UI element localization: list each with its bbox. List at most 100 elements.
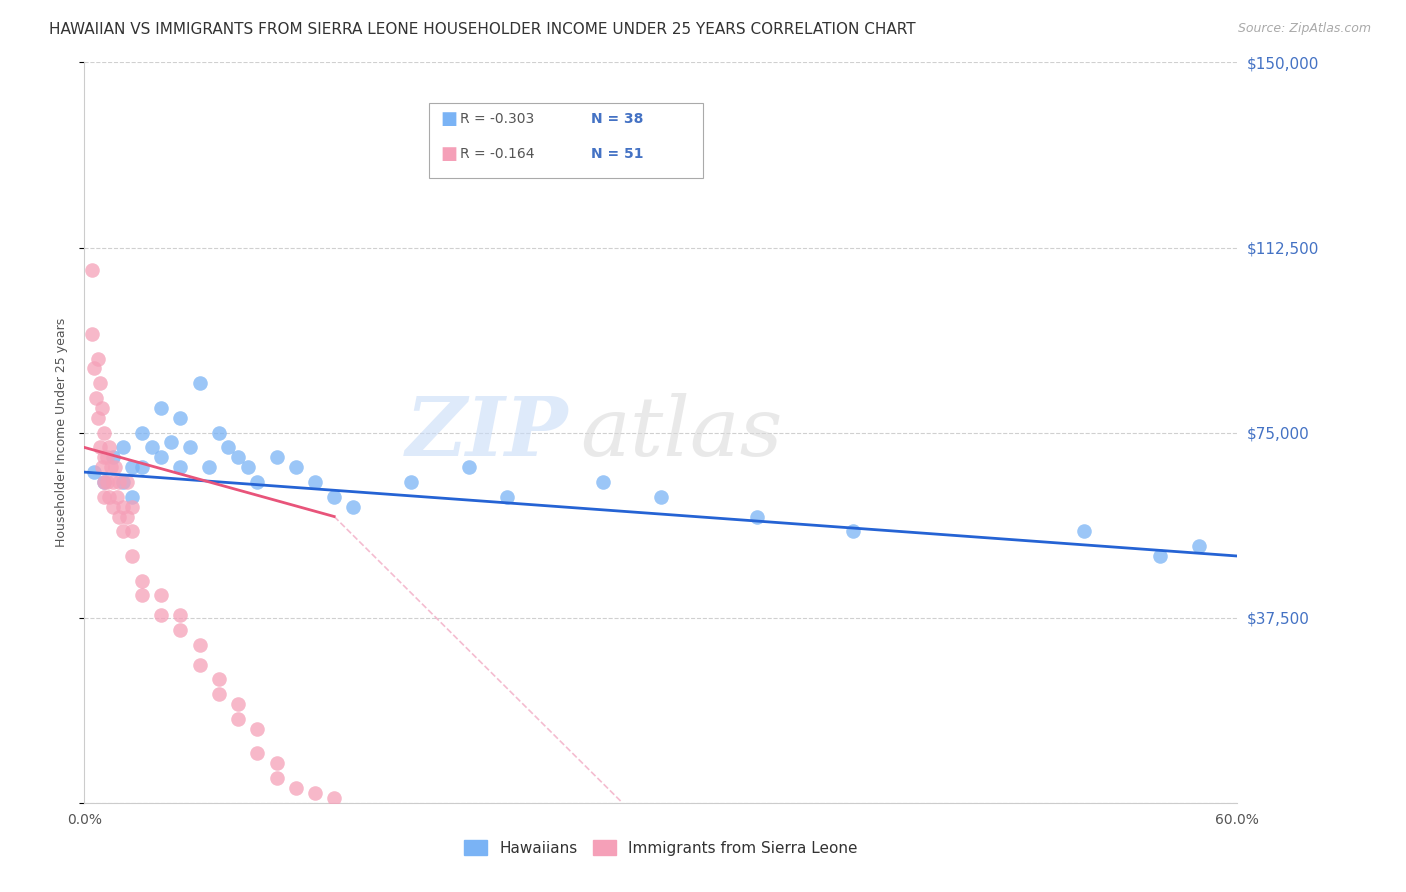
Point bbox=[150, 589, 173, 603]
Point bbox=[150, 608, 173, 623]
Point bbox=[103, 450, 124, 465]
Point bbox=[111, 500, 134, 514]
Text: N = 51: N = 51 bbox=[591, 147, 643, 161]
Point bbox=[592, 475, 614, 489]
Point bbox=[160, 435, 183, 450]
Point bbox=[103, 500, 124, 514]
Point bbox=[150, 401, 173, 415]
Text: atlas: atlas bbox=[581, 392, 783, 473]
Point bbox=[83, 361, 105, 376]
Point bbox=[457, 460, 479, 475]
Point bbox=[246, 747, 269, 761]
Point bbox=[188, 657, 211, 672]
Point bbox=[131, 589, 153, 603]
Point bbox=[105, 490, 128, 504]
Point bbox=[104, 460, 127, 475]
Text: Source: ZipAtlas.com: Source: ZipAtlas.com bbox=[1237, 22, 1371, 36]
Point bbox=[323, 790, 346, 805]
Point bbox=[179, 441, 201, 455]
Point bbox=[304, 475, 326, 489]
Point bbox=[121, 549, 143, 563]
Point bbox=[115, 475, 138, 489]
Point bbox=[284, 780, 307, 795]
Point bbox=[208, 673, 231, 687]
Point bbox=[121, 500, 143, 514]
Point bbox=[93, 475, 115, 489]
Point bbox=[323, 490, 346, 504]
Point bbox=[226, 712, 249, 726]
Point bbox=[266, 756, 288, 771]
Text: R = -0.303: R = -0.303 bbox=[460, 112, 534, 126]
Point bbox=[188, 376, 211, 391]
Point bbox=[98, 441, 121, 455]
Point bbox=[1073, 524, 1095, 539]
Point bbox=[93, 450, 115, 465]
Point bbox=[169, 608, 191, 623]
Point bbox=[266, 771, 288, 785]
Text: R = -0.164: R = -0.164 bbox=[460, 147, 534, 161]
Point bbox=[96, 475, 118, 489]
Point bbox=[89, 376, 111, 391]
Point bbox=[1149, 549, 1171, 563]
Point bbox=[266, 450, 288, 465]
Point bbox=[87, 351, 110, 366]
Point bbox=[226, 697, 249, 711]
Point bbox=[208, 687, 231, 701]
Point bbox=[90, 460, 112, 475]
Point bbox=[496, 490, 519, 504]
Point bbox=[304, 786, 326, 800]
Point bbox=[169, 410, 191, 425]
Point bbox=[236, 460, 259, 475]
Point bbox=[131, 460, 153, 475]
Point bbox=[342, 500, 364, 514]
Point bbox=[745, 509, 768, 524]
Point bbox=[1188, 539, 1211, 553]
Text: ZIP: ZIP bbox=[406, 392, 568, 473]
Y-axis label: Householder Income Under 25 years: Householder Income Under 25 years bbox=[55, 318, 67, 548]
Point bbox=[121, 490, 143, 504]
Point bbox=[93, 425, 115, 440]
Point bbox=[90, 401, 112, 415]
Point bbox=[111, 475, 134, 489]
Point bbox=[131, 425, 153, 440]
Point bbox=[246, 475, 269, 489]
Point bbox=[399, 475, 422, 489]
Point bbox=[208, 425, 231, 440]
Point bbox=[87, 410, 110, 425]
Point bbox=[121, 524, 143, 539]
Point bbox=[80, 326, 103, 341]
Point bbox=[100, 460, 122, 475]
Point bbox=[131, 574, 153, 588]
Point bbox=[218, 441, 240, 455]
Text: N = 38: N = 38 bbox=[591, 112, 643, 126]
Point bbox=[93, 475, 115, 489]
Point bbox=[169, 623, 191, 637]
Point bbox=[246, 722, 269, 736]
Point bbox=[98, 490, 121, 504]
Point bbox=[111, 441, 134, 455]
Point bbox=[108, 509, 131, 524]
Point bbox=[89, 441, 111, 455]
Point bbox=[83, 465, 105, 479]
Point bbox=[141, 441, 163, 455]
Point bbox=[108, 475, 131, 489]
Point bbox=[93, 490, 115, 504]
Point bbox=[169, 460, 191, 475]
Point bbox=[284, 460, 307, 475]
Text: HAWAIIAN VS IMMIGRANTS FROM SIERRA LEONE HOUSEHOLDER INCOME UNDER 25 YEARS CORRE: HAWAIIAN VS IMMIGRANTS FROM SIERRA LEONE… bbox=[49, 22, 915, 37]
Point bbox=[198, 460, 221, 475]
Point bbox=[115, 509, 138, 524]
Point bbox=[84, 391, 107, 405]
Point bbox=[226, 450, 249, 465]
Point bbox=[650, 490, 672, 504]
Point bbox=[111, 524, 134, 539]
Point bbox=[103, 475, 124, 489]
Point bbox=[121, 460, 143, 475]
Point bbox=[188, 638, 211, 652]
Legend: Hawaiians, Immigrants from Sierra Leone: Hawaiians, Immigrants from Sierra Leone bbox=[458, 834, 863, 862]
Point bbox=[80, 262, 103, 277]
Point bbox=[150, 450, 173, 465]
Point bbox=[842, 524, 865, 539]
Text: ■: ■ bbox=[440, 145, 457, 163]
Text: ■: ■ bbox=[440, 110, 457, 128]
